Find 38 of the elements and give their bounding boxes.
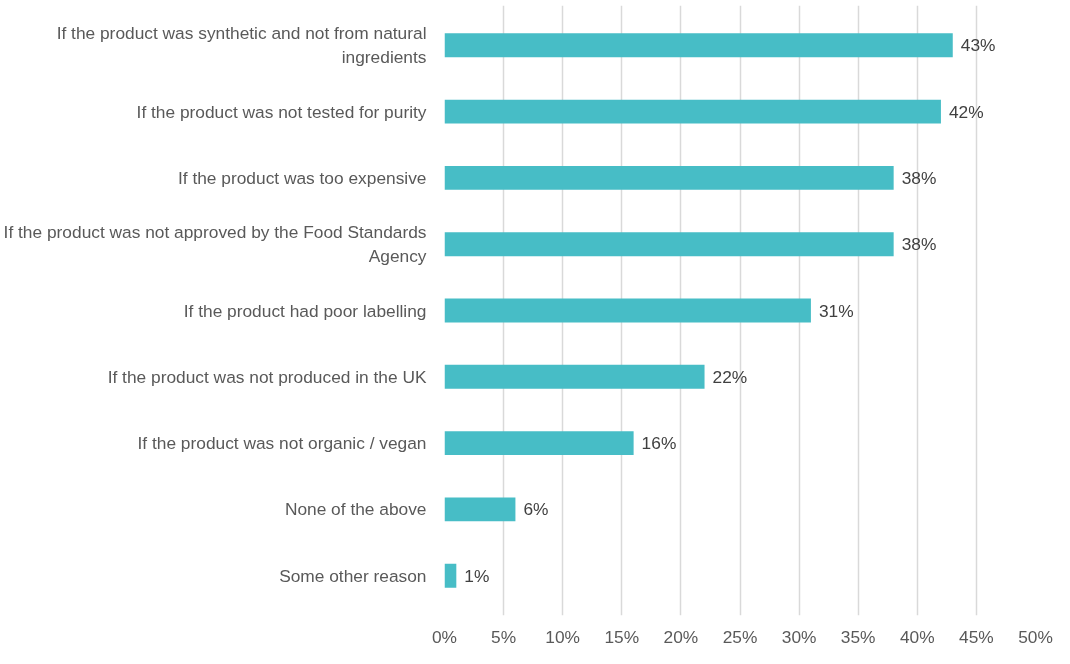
x-tick-label: 45% — [959, 626, 994, 647]
y-tick-label: If the product was not produced in the UK — [107, 366, 427, 387]
bar — [444, 99, 941, 124]
data-label: 22% — [712, 366, 748, 387]
y-tick-label: If the product was not tested for purity — [136, 101, 427, 122]
y-tick-label: If the product was not organic / vegan — [137, 433, 427, 454]
data-label: 31% — [818, 300, 854, 321]
bar — [444, 298, 811, 323]
data-label: 38% — [901, 167, 937, 188]
data-label: 43% — [960, 35, 996, 56]
x-tick-label: 35% — [840, 626, 876, 647]
y-tick-label: If the product had poor labelling — [183, 300, 427, 321]
x-tick-label: 25% — [722, 626, 758, 647]
y-tick-label: If the product was synthetic and not from natural ingredients — [56, 23, 427, 68]
data-label: 1% — [464, 565, 490, 586]
bar — [444, 232, 894, 257]
bar — [444, 33, 953, 58]
bar — [444, 563, 457, 588]
y-tick-label: None of the above — [284, 499, 427, 520]
x-tick-label: 20% — [663, 626, 699, 647]
bar — [444, 497, 516, 522]
x-tick-label: 5% — [491, 626, 517, 647]
x-tick-label: 50% — [1018, 626, 1053, 647]
x-tick-label: 30% — [781, 626, 817, 647]
y-tick-label: If the product was too expensive — [177, 167, 427, 188]
data-label: 6% — [523, 499, 549, 520]
bar — [444, 364, 705, 389]
x-tick-label: 15% — [604, 626, 640, 647]
data-label: 42% — [948, 101, 984, 122]
y-tick-label: If the product was not approved by the Food Standards Agency — [3, 222, 427, 267]
x-tick-label: 0% — [431, 626, 458, 647]
bar — [444, 431, 634, 456]
y-tick-label: Some other reason — [279, 565, 427, 586]
x-tick-label: 40% — [899, 626, 935, 647]
x-tick-label: 10% — [545, 626, 581, 647]
data-label: 38% — [901, 234, 937, 255]
bar — [444, 165, 894, 190]
data-label: 16% — [641, 433, 677, 454]
